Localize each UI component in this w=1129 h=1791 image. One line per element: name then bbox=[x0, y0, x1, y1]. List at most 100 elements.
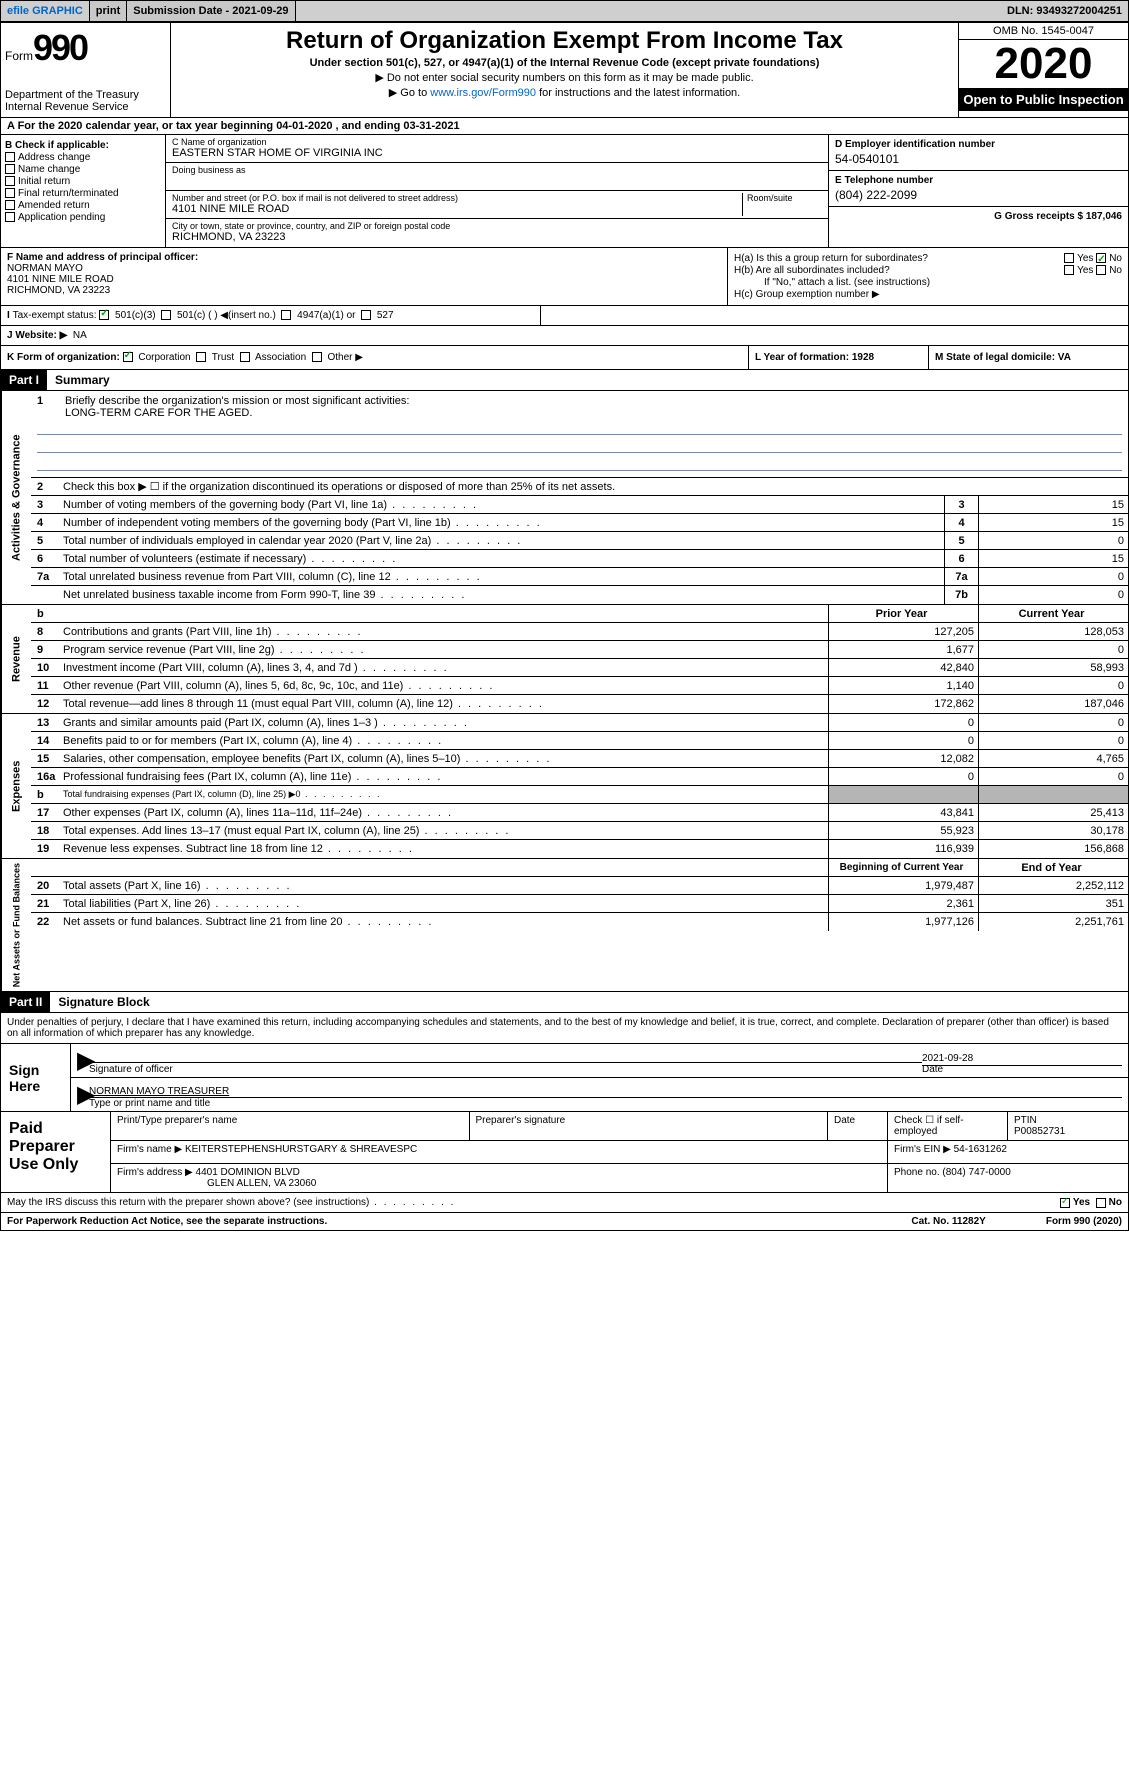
bottom-line: For Paperwork Reduction Act Notice, see … bbox=[1, 1213, 1128, 1230]
ptin-label: PTIN bbox=[1014, 1115, 1037, 1126]
open-public: Open to Public Inspection bbox=[959, 88, 1128, 111]
year-formation: L Year of formation: 1928 bbox=[748, 346, 928, 369]
section-website: J Website: ▶ NA bbox=[1, 326, 1128, 346]
omb-number: OMB No. 1545-0047 bbox=[959, 23, 1128, 40]
pt-date-label: Date bbox=[828, 1112, 888, 1140]
tel-label: E Telephone number bbox=[835, 175, 1122, 186]
state-domicile: M State of legal domicile: VA bbox=[928, 346, 1128, 369]
exp-line: bTotal fundraising expenses (Part IX, co… bbox=[31, 786, 1128, 804]
revenue-section: Revenue bPrior YearCurrent Year 8Contrib… bbox=[1, 605, 1128, 714]
pt-selfemp[interactable]: Check ☐ if self-employed bbox=[888, 1112, 1008, 1140]
signature-block: Sign Here ▶ Signature of officer 2021-09… bbox=[1, 1044, 1128, 1112]
net-line: 22Net assets or fund balances. Subtract … bbox=[31, 913, 1128, 931]
hc-exemption: H(c) Group exemption number ▶ bbox=[734, 289, 1122, 300]
col-b-checkboxes: B Check if applicable: Address change Na… bbox=[1, 135, 166, 247]
gov-line: Net unrelated business taxable income fr… bbox=[31, 586, 1128, 604]
officer-name: NORMAN MAYO bbox=[7, 263, 721, 274]
governance-section: Activities & Governance 1Briefly describ… bbox=[1, 391, 1128, 605]
officer-addr1: 4101 NINE MILE ROAD bbox=[7, 274, 721, 285]
vert-revenue: Revenue bbox=[1, 605, 31, 713]
gov-line: 5Total number of individuals employed in… bbox=[31, 532, 1128, 550]
part1-header: Part I Summary bbox=[1, 370, 1128, 391]
dba-row: Doing business as bbox=[166, 163, 828, 191]
sig-date-label: Date bbox=[922, 1064, 1122, 1075]
net-line: 20Total assets (Part X, line 16)1,979,48… bbox=[31, 877, 1128, 895]
calendar-year-line: A For the 2020 calendar year, or tax yea… bbox=[1, 118, 1128, 135]
chk-application[interactable]: Application pending bbox=[5, 212, 161, 223]
chk-amended[interactable]: Amended return bbox=[5, 200, 161, 211]
hdr-prior: Prior Year bbox=[828, 605, 978, 622]
ssn-note: ▶ Do not enter social security numbers o… bbox=[175, 71, 954, 84]
exp-line: 16aProfessional fundraising fees (Part I… bbox=[31, 768, 1128, 786]
pt-name-label: Print/Type preparer's name bbox=[111, 1112, 470, 1140]
city-state-zip: RICHMOND, VA 23223 bbox=[172, 231, 822, 243]
netassets-section: Net Assets or Fund Balances Beginning of… bbox=[1, 859, 1128, 992]
exp-line: 18Total expenses. Add lines 13–17 (must … bbox=[31, 822, 1128, 840]
perjury-statement: Under penalties of perjury, I declare th… bbox=[1, 1013, 1128, 1044]
form-header: Form990 Department of the Treasury Inter… bbox=[1, 23, 1128, 118]
org-name: EASTERN STAR HOME OF VIRGINIA INC bbox=[172, 147, 822, 159]
officer-label: F Name and address of principal officer: bbox=[7, 252, 721, 263]
rev-line: 10Investment income (Part VIII, column (… bbox=[31, 659, 1128, 677]
chk-name-change[interactable]: Name change bbox=[5, 164, 161, 175]
expenses-section: Expenses 13Grants and similar amounts pa… bbox=[1, 714, 1128, 859]
rev-line: 12Total revenue—add lines 8 through 11 (… bbox=[31, 695, 1128, 713]
exp-line: 17Other expenses (Part IX, column (A), l… bbox=[31, 804, 1128, 822]
pt-sig-label: Preparer's signature bbox=[470, 1112, 829, 1140]
tax-exempt-status: I Tax-exempt status: ✓ 501(c)(3) 501(c) … bbox=[1, 306, 541, 325]
hb-note: If "No," attach a list. (see instruction… bbox=[734, 277, 1122, 288]
dln: DLN: 93493272004251 bbox=[1001, 1, 1128, 21]
goto-link[interactable]: www.irs.gov/Form990 bbox=[430, 87, 536, 99]
address-row: Number and street (or P.O. box if mail i… bbox=[166, 191, 828, 219]
tax-year: 2020 bbox=[959, 40, 1128, 88]
sig-name: NORMAN MAYO TREASURER bbox=[89, 1086, 1122, 1097]
exp-line: 13Grants and similar amounts paid (Part … bbox=[31, 714, 1128, 732]
chk-final-return[interactable]: Final return/terminated bbox=[5, 188, 161, 199]
section-abcde: B Check if applicable: Address change Na… bbox=[1, 135, 1128, 248]
website-value: NA bbox=[73, 330, 87, 341]
sig-date: 2021-09-28 bbox=[922, 1053, 1122, 1064]
gov-line: 7aTotal unrelated business revenue from … bbox=[31, 568, 1128, 586]
exp-line: 14Benefits paid to or for members (Part … bbox=[31, 732, 1128, 750]
ein-value: 54-0540101 bbox=[835, 152, 1122, 166]
gov-line: 4Number of independent voting members of… bbox=[31, 514, 1128, 532]
paid-preparer-label: Paid Preparer Use Only bbox=[1, 1112, 111, 1192]
firm-ein: 54-1631262 bbox=[954, 1144, 1007, 1155]
gov-line: 6Total number of volunteers (estimate if… bbox=[31, 550, 1128, 568]
hb-subordinates: H(b) Are all subordinates included? Yes … bbox=[734, 265, 1122, 276]
hdr-end: End of Year bbox=[978, 859, 1128, 876]
hdr-beginning: Beginning of Current Year bbox=[828, 859, 978, 876]
firm-addr2: GLEN ALLEN, VA 23060 bbox=[117, 1178, 316, 1189]
submission-date: Submission Date - 2021-09-29 bbox=[127, 1, 295, 21]
form-of-org: K Form of organization: ✓ Corporation Tr… bbox=[1, 346, 748, 369]
top-bar: efile GRAPHIC print Submission Date - 20… bbox=[0, 0, 1129, 22]
q2-discontinued: Check this box ▶ ☐ if the organization d… bbox=[59, 478, 1128, 495]
print-button[interactable]: print bbox=[90, 1, 127, 21]
ha-group-return: H(a) Is this a group return for subordin… bbox=[734, 253, 1122, 264]
form-version: Form 990 (2020) bbox=[1046, 1216, 1122, 1227]
vert-netassets: Net Assets or Fund Balances bbox=[1, 859, 31, 991]
chk-initial-return[interactable]: Initial return bbox=[5, 176, 161, 187]
form-subtitle: Under section 501(c), 527, or 4947(a)(1)… bbox=[175, 57, 954, 69]
ein-label: D Employer identification number bbox=[835, 139, 1122, 150]
rev-line: 9Program service revenue (Part VIII, lin… bbox=[31, 641, 1128, 659]
rev-line: 11Other revenue (Part VIII, column (A), … bbox=[31, 677, 1128, 695]
street-address: 4101 NINE MILE ROAD bbox=[172, 203, 742, 215]
form-id: Form990 bbox=[5, 27, 166, 69]
chk-address-change[interactable]: Address change bbox=[5, 152, 161, 163]
net-line: 21Total liabilities (Part X, line 26)2,3… bbox=[31, 895, 1128, 913]
firm-phone: (804) 747-0000 bbox=[942, 1167, 1010, 1178]
efile-link[interactable]: efile GRAPHIC bbox=[1, 1, 90, 21]
gross-receipts: G Gross receipts $ 187,046 bbox=[835, 211, 1122, 222]
org-name-row: C Name of organization EASTERN STAR HOME… bbox=[166, 135, 828, 163]
vert-expenses: Expenses bbox=[1, 714, 31, 858]
rev-line: 8Contributions and grants (Part VIII, li… bbox=[31, 623, 1128, 641]
paperwork-notice: For Paperwork Reduction Act Notice, see … bbox=[7, 1216, 327, 1227]
ptin-value: P00852731 bbox=[1014, 1126, 1065, 1137]
part2-header: Part II Signature Block bbox=[1, 992, 1128, 1013]
firm-addr1: 4401 DOMINION BLVD bbox=[196, 1167, 300, 1178]
section-klm: K Form of organization: ✓ Corporation Tr… bbox=[1, 346, 1128, 370]
sign-here-label: Sign Here bbox=[1, 1044, 71, 1111]
paid-preparer-block: Paid Preparer Use Only Print/Type prepar… bbox=[1, 1112, 1128, 1193]
discuss-row: May the IRS discuss this return with the… bbox=[1, 1193, 1128, 1213]
